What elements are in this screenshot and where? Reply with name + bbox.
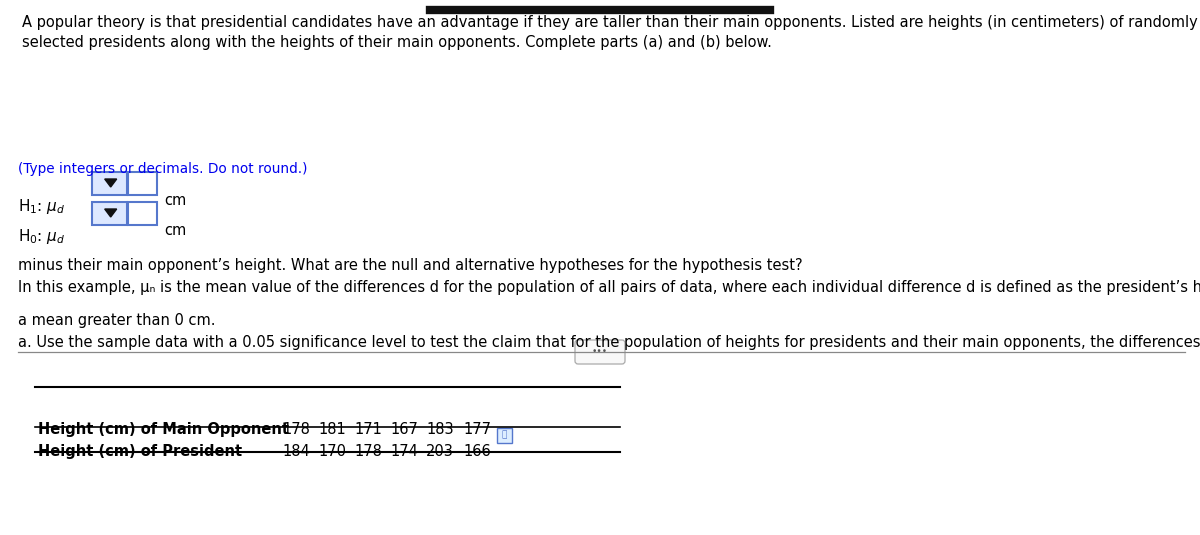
Text: •••: ••• [592, 347, 608, 355]
Text: H$_1$: $\mu_d$: H$_1$: $\mu_d$ [18, 197, 65, 216]
FancyBboxPatch shape [91, 202, 126, 225]
Polygon shape [104, 209, 116, 217]
Text: 178: 178 [354, 444, 382, 459]
Text: 177: 177 [463, 422, 491, 437]
Text: 171: 171 [354, 422, 382, 437]
FancyBboxPatch shape [575, 340, 625, 364]
Text: 170: 170 [318, 444, 346, 459]
Text: a. Use the sample data with a 0.05 significance level to test the claim that for: a. Use the sample data with a 0.05 signi… [18, 335, 1200, 350]
Text: 178: 178 [282, 422, 310, 437]
Text: ⎙: ⎙ [502, 431, 506, 439]
Text: 166: 166 [463, 444, 491, 459]
Text: a mean greater than 0 cm.: a mean greater than 0 cm. [18, 313, 216, 328]
Text: Height (cm) of President: Height (cm) of President [38, 444, 242, 459]
Text: 183: 183 [426, 422, 454, 437]
Text: minus their main opponent’s height. What are the null and alternative hypotheses: minus their main opponent’s height. What… [18, 258, 803, 273]
Text: cm: cm [164, 223, 186, 238]
Text: 184: 184 [282, 444, 310, 459]
Text: 167: 167 [390, 422, 418, 437]
FancyBboxPatch shape [127, 172, 156, 195]
Text: H$_0$: $\mu_d$: H$_0$: $\mu_d$ [18, 227, 65, 246]
Text: A popular theory is that presidential candidates have an advantage if they are t: A popular theory is that presidential ca… [22, 15, 1198, 30]
Text: (Type integers or decimals. Do not round.): (Type integers or decimals. Do not round… [18, 162, 307, 176]
FancyBboxPatch shape [91, 172, 126, 195]
FancyBboxPatch shape [127, 202, 156, 225]
Text: selected presidents along with the heights of their main opponents. Complete par: selected presidents along with the heigh… [22, 35, 772, 50]
Text: In this example, μₙ is the mean value of the differences d for the population of: In this example, μₙ is the mean value of… [18, 280, 1200, 295]
Text: 174: 174 [390, 444, 418, 459]
Text: cm: cm [164, 193, 186, 208]
FancyBboxPatch shape [497, 427, 511, 442]
Polygon shape [104, 179, 116, 187]
Text: Height (cm) of Main Opponent: Height (cm) of Main Opponent [38, 422, 289, 437]
Text: 203: 203 [426, 444, 454, 459]
Text: 181: 181 [318, 422, 346, 437]
